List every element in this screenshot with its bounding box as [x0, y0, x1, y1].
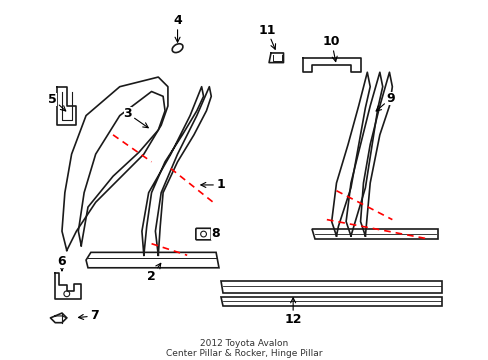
Circle shape: [200, 231, 206, 237]
Polygon shape: [221, 281, 442, 293]
Text: 5: 5: [48, 93, 65, 111]
FancyBboxPatch shape: [196, 228, 211, 240]
Text: 10: 10: [322, 35, 340, 62]
Text: 4: 4: [173, 14, 182, 42]
Text: 2012 Toyota Avalon
Center Pillar & Rocker, Hinge Pillar: 2012 Toyota Avalon Center Pillar & Rocke…: [166, 339, 322, 359]
Polygon shape: [312, 229, 437, 239]
Text: 8: 8: [211, 226, 220, 240]
Text: 11: 11: [258, 24, 275, 49]
Text: 1: 1: [201, 179, 224, 192]
Text: 7: 7: [79, 310, 99, 323]
Text: 2: 2: [147, 263, 161, 283]
Ellipse shape: [172, 44, 183, 53]
Text: 12: 12: [284, 298, 301, 326]
Circle shape: [64, 291, 69, 297]
Polygon shape: [86, 252, 219, 268]
Text: 3: 3: [123, 107, 148, 128]
Text: 9: 9: [375, 92, 394, 111]
Polygon shape: [221, 297, 442, 306]
Text: 6: 6: [58, 255, 66, 271]
